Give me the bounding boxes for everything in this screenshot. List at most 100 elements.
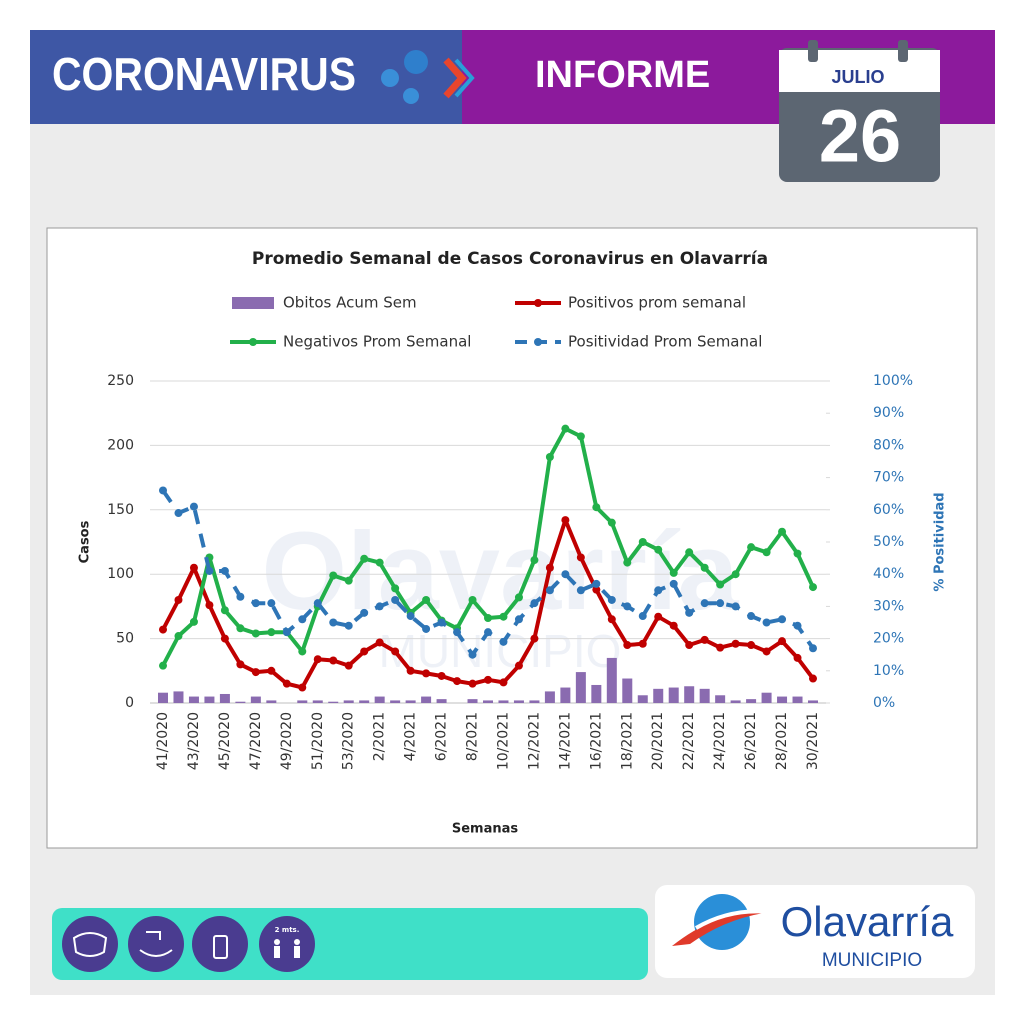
bar <box>328 701 339 703</box>
series-marker <box>778 615 787 624</box>
series-marker <box>607 615 616 624</box>
series-marker <box>638 538 647 546</box>
series-marker <box>205 566 214 575</box>
series-marker <box>669 579 678 588</box>
series-marker <box>468 595 477 604</box>
bar <box>188 696 199 703</box>
series-marker <box>468 679 477 688</box>
series-marker <box>592 579 601 588</box>
x-tick-label: 28/2021 <box>774 712 790 770</box>
x-tick-label: 22/2021 <box>681 712 697 770</box>
y-tick-label: 250 <box>107 373 134 389</box>
series-marker <box>623 602 632 611</box>
bar <box>575 672 586 703</box>
series-marker <box>344 661 353 670</box>
series-marker <box>700 635 709 644</box>
x-tick-label: 8/2021 <box>465 712 481 761</box>
x-tick-label: 47/2020 <box>248 712 264 770</box>
bar <box>297 700 308 703</box>
series-marker <box>576 553 585 562</box>
watermark: Olavarría MUNICIPIO <box>261 510 739 677</box>
series-marker <box>406 666 415 675</box>
series-marker <box>700 599 709 608</box>
series-marker <box>793 549 802 558</box>
bar <box>684 686 695 703</box>
bar <box>746 699 757 703</box>
series-marker <box>437 671 446 680</box>
y-tick-label: 50 <box>116 631 134 647</box>
y2-tick-label: 10% <box>873 663 904 679</box>
series-marker <box>220 634 229 643</box>
series-marker <box>747 612 756 621</box>
series-marker <box>406 612 415 621</box>
bar <box>777 696 788 703</box>
x-tick-label: 45/2020 <box>217 712 233 770</box>
series-marker <box>545 563 554 572</box>
plot: 0 50 100 150 200 250 0% 10% 20% 30% 40% 50% 60% 70% 80… <box>107 294 913 771</box>
y2-tick-label: 50% <box>873 534 904 550</box>
series-marker <box>514 593 523 602</box>
bar <box>792 696 803 703</box>
legend-label: Positivos prom semanal <box>568 294 746 312</box>
series-marker <box>793 621 802 630</box>
y-tick-label: 0 <box>125 695 134 711</box>
x-axis-label: Semanas <box>452 822 519 837</box>
series-marker <box>778 637 787 646</box>
series-marker <box>747 641 756 650</box>
series-marker <box>251 668 260 677</box>
series-marker <box>561 570 570 579</box>
series-marker <box>576 586 585 595</box>
y-tick-label: 150 <box>107 502 134 518</box>
series-marker <box>375 602 384 611</box>
bar <box>637 695 648 703</box>
bar <box>343 700 354 703</box>
x-tick-label: 41/2020 <box>155 712 171 770</box>
series-marker <box>685 548 694 557</box>
series-marker <box>561 424 570 433</box>
series-marker <box>669 568 678 577</box>
bar <box>591 684 602 703</box>
series-marker <box>391 595 400 604</box>
bar <box>715 695 726 703</box>
bar <box>250 696 261 703</box>
x-tick-label: 24/2021 <box>712 712 728 770</box>
bar <box>421 696 432 703</box>
series-marker <box>530 599 539 608</box>
bar <box>312 700 323 703</box>
series-marker <box>251 629 260 638</box>
series-marker <box>344 576 353 585</box>
series-marker <box>159 661 167 670</box>
series-marker <box>468 650 477 659</box>
y2-tick-label: 40% <box>873 566 904 582</box>
series-marker <box>654 586 663 595</box>
series-marker <box>205 601 214 610</box>
series-marker <box>422 595 431 604</box>
series-marker <box>623 558 632 567</box>
bar <box>173 691 184 703</box>
series-marker <box>360 647 369 656</box>
watermark-subtitle: MUNICIPIO <box>379 625 622 677</box>
x-tick-label: 6/2021 <box>434 712 450 761</box>
series-marker <box>809 644 817 653</box>
series-marker <box>159 625 167 634</box>
series-marker <box>499 612 508 621</box>
bar <box>560 687 571 703</box>
series-marker <box>391 584 400 593</box>
series-marker <box>236 592 245 601</box>
y2-tick-label: 80% <box>873 437 904 453</box>
series-marker <box>236 624 245 633</box>
series-marker <box>592 503 601 512</box>
series-marker <box>484 628 492 637</box>
bar <box>235 701 246 703</box>
logo <box>672 894 771 950</box>
series-marker <box>484 675 492 684</box>
series-marker <box>251 599 260 608</box>
series-marker <box>391 647 400 656</box>
series-marker <box>716 599 725 608</box>
series-marker <box>778 527 787 536</box>
bar <box>622 678 633 703</box>
prevention-icons: 2 mts. <box>62 916 315 972</box>
x-tick-label: 10/2021 <box>495 712 511 770</box>
series-marker <box>499 678 508 687</box>
series-marker <box>514 615 523 624</box>
